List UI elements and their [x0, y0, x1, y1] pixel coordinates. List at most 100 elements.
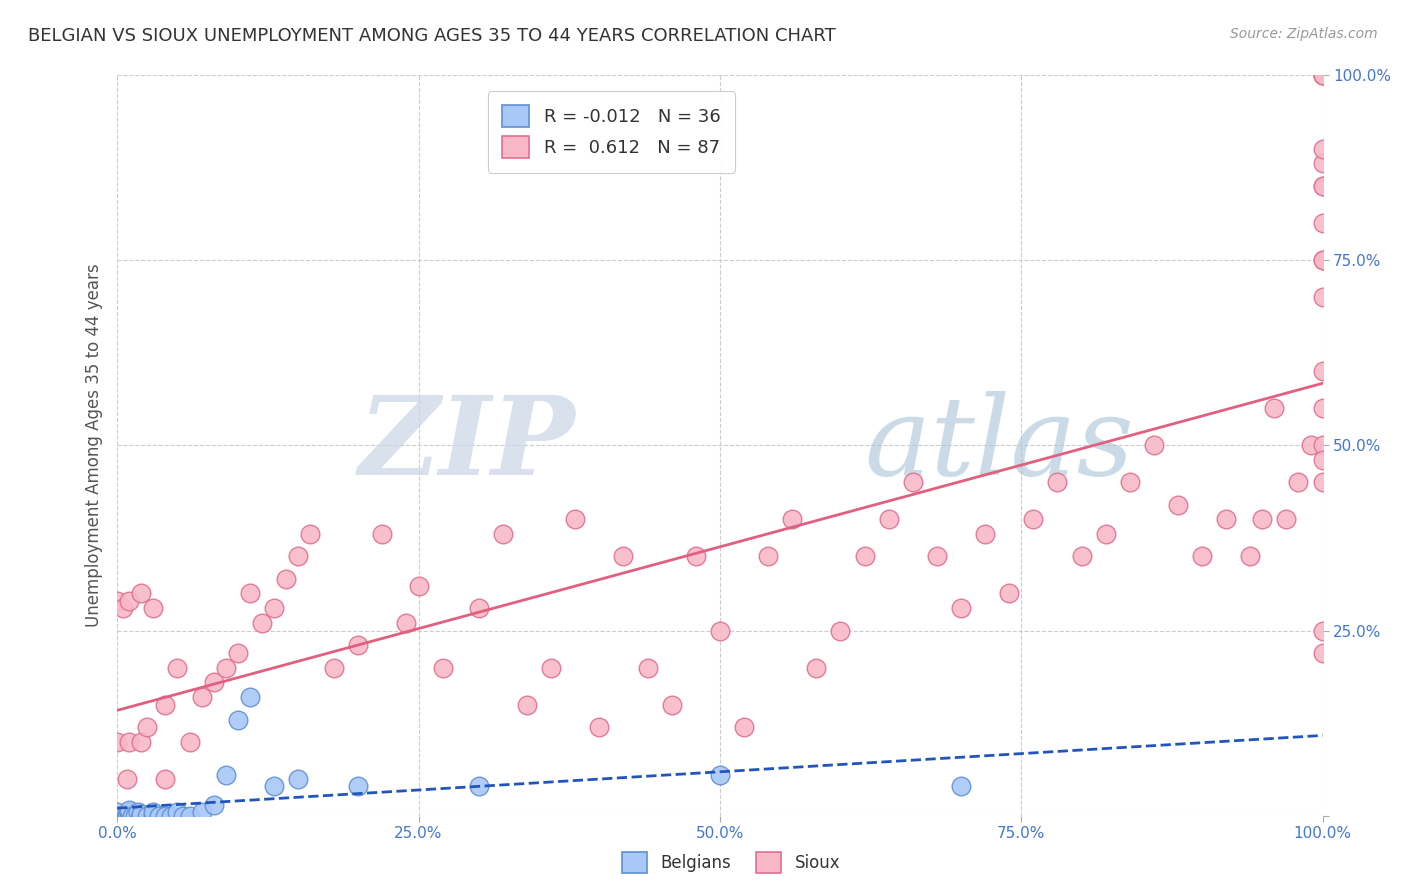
- Point: [263, 601, 285, 615]
- Point: [155, 772, 177, 786]
- Point: [202, 675, 225, 690]
- Point: [395, 616, 418, 631]
- Text: BELGIAN VS SIOUX UNEMPLOYMENT AMONG AGES 35 TO 44 YEARS CORRELATION CHART: BELGIAN VS SIOUX UNEMPLOYMENT AMONG AGES…: [28, 27, 837, 45]
- Point: [1143, 438, 1166, 452]
- Point: [263, 779, 285, 793]
- Point: [115, 772, 138, 786]
- Point: [925, 549, 948, 564]
- Point: [806, 660, 828, 674]
- Point: [1312, 252, 1334, 267]
- Point: [179, 735, 201, 749]
- Point: [637, 660, 659, 674]
- Point: [1251, 512, 1274, 526]
- Point: [121, 809, 143, 823]
- Point: [347, 779, 370, 793]
- Point: [105, 809, 128, 823]
- Point: [274, 572, 297, 586]
- Point: [1046, 475, 1069, 490]
- Point: [1094, 527, 1116, 541]
- Point: [115, 809, 138, 823]
- Point: [129, 806, 152, 821]
- Text: atlas: atlas: [865, 392, 1135, 499]
- Point: [166, 805, 188, 820]
- Point: [1275, 512, 1298, 526]
- Point: [173, 809, 195, 823]
- Point: [1022, 512, 1045, 526]
- Point: [853, 549, 876, 564]
- Point: [1312, 364, 1334, 378]
- Point: [148, 809, 170, 823]
- Point: [1312, 646, 1334, 660]
- Point: [974, 527, 997, 541]
- Point: [250, 616, 273, 631]
- Point: [1312, 178, 1334, 193]
- Point: [564, 512, 586, 526]
- Point: [142, 805, 165, 820]
- Point: [118, 803, 141, 817]
- Point: [105, 809, 128, 823]
- Point: [540, 660, 562, 674]
- Point: [1191, 549, 1213, 564]
- Text: Source: ZipAtlas.com: Source: ZipAtlas.com: [1230, 27, 1378, 41]
- Point: [202, 797, 225, 812]
- Point: [179, 809, 201, 823]
- Point: [1312, 401, 1334, 416]
- Point: [127, 805, 149, 820]
- Point: [160, 809, 183, 823]
- Point: [588, 720, 610, 734]
- Point: [492, 527, 515, 541]
- Point: [661, 698, 683, 712]
- Point: [136, 720, 159, 734]
- Point: [1312, 438, 1334, 452]
- Point: [1312, 142, 1334, 156]
- Point: [1239, 549, 1261, 564]
- Legend: Belgians, Sioux: Belgians, Sioux: [616, 846, 846, 880]
- Point: [155, 809, 177, 823]
- Point: [287, 772, 309, 786]
- Point: [155, 698, 177, 712]
- Point: [756, 549, 779, 564]
- Point: [1288, 475, 1310, 490]
- Point: [408, 579, 430, 593]
- Point: [1312, 68, 1334, 82]
- Point: [1118, 475, 1140, 490]
- Point: [114, 809, 136, 823]
- Point: [949, 779, 972, 793]
- Point: [118, 809, 141, 823]
- Point: [1312, 290, 1334, 304]
- Point: [1299, 438, 1322, 452]
- Y-axis label: Unemployment Among Ages 35 to 44 years: Unemployment Among Ages 35 to 44 years: [86, 263, 103, 627]
- Point: [136, 809, 159, 823]
- Point: [830, 624, 852, 638]
- Point: [371, 527, 394, 541]
- Point: [1312, 624, 1334, 638]
- Point: [215, 768, 238, 782]
- Point: [1312, 252, 1334, 267]
- Point: [129, 735, 152, 749]
- Point: [347, 639, 370, 653]
- Point: [190, 690, 212, 705]
- Point: [1312, 475, 1334, 490]
- Point: [612, 549, 634, 564]
- Point: [112, 601, 135, 615]
- Point: [468, 779, 491, 793]
- Point: [105, 594, 128, 608]
- Point: [129, 809, 152, 823]
- Point: [709, 624, 731, 638]
- Point: [432, 660, 454, 674]
- Point: [1312, 68, 1334, 82]
- Point: [1312, 178, 1334, 193]
- Point: [129, 809, 152, 823]
- Point: [1263, 401, 1285, 416]
- Point: [226, 646, 249, 660]
- Point: [998, 586, 1021, 600]
- Point: [118, 735, 141, 749]
- Point: [142, 601, 165, 615]
- Point: [118, 594, 141, 608]
- Point: [215, 660, 238, 674]
- Point: [1312, 68, 1334, 82]
- Point: [287, 549, 309, 564]
- Point: [190, 805, 212, 820]
- Point: [516, 698, 538, 712]
- Point: [1070, 549, 1092, 564]
